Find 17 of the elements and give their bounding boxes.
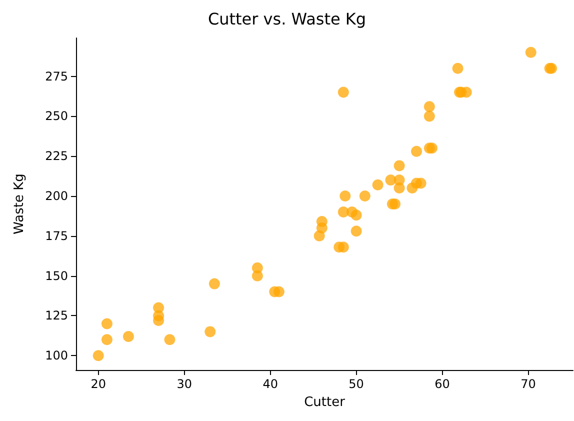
y-tick-label: 100 — [45, 348, 68, 363]
x-tick-label: 60 — [434, 377, 450, 391]
x-tick-label: 20 — [90, 377, 106, 391]
y-tick-label: 200 — [45, 189, 68, 204]
chart-title: Cutter vs. Waste Kg — [208, 10, 366, 28]
y-tick-label: 150 — [45, 268, 68, 283]
y-tick-label: 250 — [45, 109, 68, 124]
y-axis-title: Waste Kg — [12, 174, 27, 234]
y-tick-label: 125 — [45, 308, 68, 323]
x-axis-title: Cutter — [304, 395, 346, 410]
y-tick-label: 225 — [45, 149, 68, 164]
y-tick-label: 175 — [45, 228, 68, 243]
x-tick-label: 70 — [520, 377, 536, 391]
x-tick-label: 30 — [176, 377, 192, 391]
y-tick-label: 275 — [45, 69, 68, 84]
x-tick-label: 50 — [348, 377, 364, 391]
x-tick-label: 40 — [262, 377, 278, 391]
